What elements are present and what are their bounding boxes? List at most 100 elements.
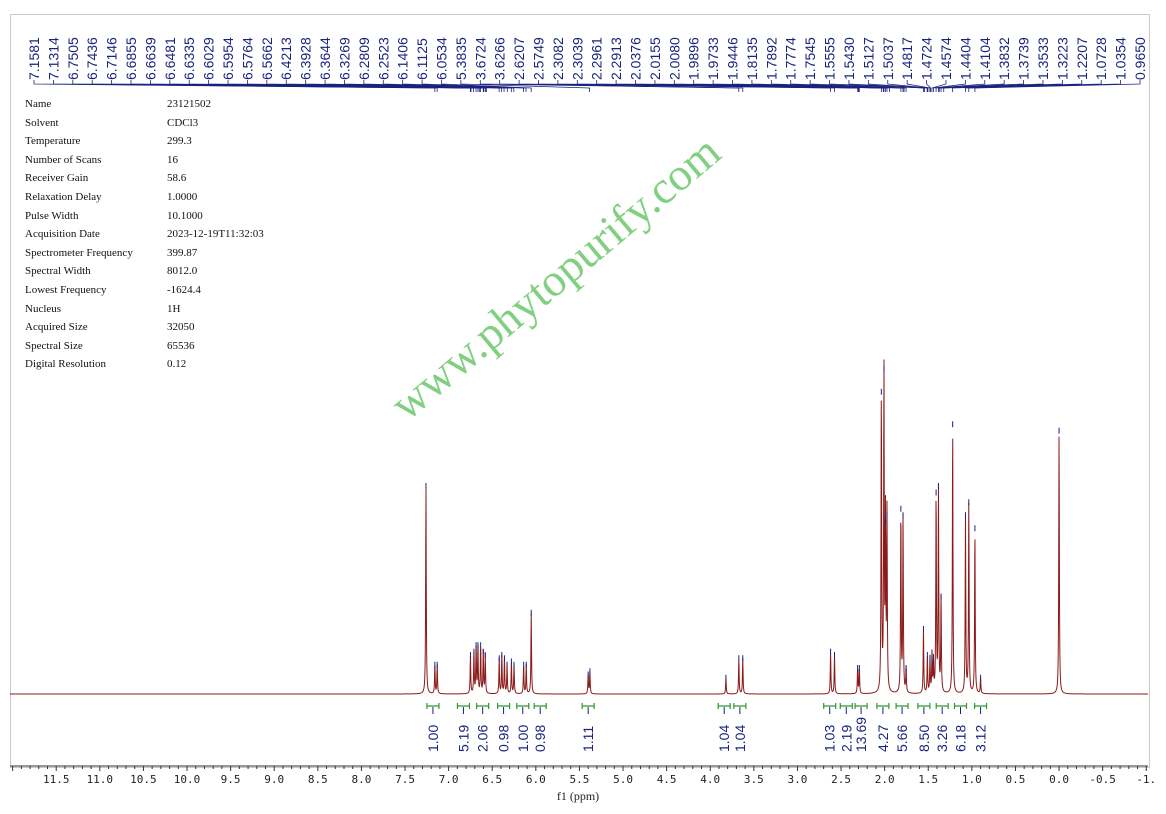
peak-label: 1.9733 xyxy=(705,37,721,80)
integral-value: 3.12 xyxy=(973,725,989,752)
x-tick-label: 11.5 xyxy=(43,773,70,786)
x-axis-label: f1 (ppm) xyxy=(557,789,599,803)
peak-label: 6.7436 xyxy=(84,37,100,80)
integral-bracket xyxy=(917,703,931,709)
peak-label: 6.0534 xyxy=(433,37,449,80)
peak-label: 6.4213 xyxy=(278,37,294,80)
param-row: Nucleus 1H xyxy=(25,303,264,322)
integral-bracket xyxy=(823,703,837,709)
plot-frame xyxy=(10,14,1150,768)
x-tick-label: -0.5 xyxy=(1089,773,1116,786)
peak-label: 1.9896 xyxy=(686,37,702,80)
integral-value: 5.19 xyxy=(455,725,471,752)
integral-bracket xyxy=(733,703,747,709)
x-tick-label: 8.0 xyxy=(351,773,371,786)
param-value: 65536 xyxy=(167,339,195,352)
integral-bracket xyxy=(581,703,595,709)
x-tick-label: 6.5 xyxy=(482,773,502,786)
peak-label: 7.1314 xyxy=(45,37,61,80)
peak-label: 1.0354 xyxy=(1113,37,1129,80)
param-key: Pulse Width xyxy=(25,209,79,222)
peak-label: 6.6029 xyxy=(201,37,217,80)
x-tick-label: 9.5 xyxy=(221,773,241,786)
x-tick-label: 9.0 xyxy=(264,773,284,786)
integral-bracket xyxy=(953,703,968,709)
peak-label-leader xyxy=(848,80,925,92)
param-row: Receiver Gain 58.6 xyxy=(25,172,264,191)
integral-bracket xyxy=(839,703,853,709)
peak-label-leader xyxy=(887,80,929,92)
peak-label: 6.3644 xyxy=(317,37,333,80)
peak-label: 1.4574 xyxy=(938,37,954,80)
peak-label-leader xyxy=(829,80,924,92)
param-row: Name 23121502 xyxy=(25,98,264,117)
peak-label: 1.3739 xyxy=(1016,37,1032,80)
peak-label: 2.5749 xyxy=(530,37,546,80)
spectrum-trace xyxy=(10,359,1148,695)
param-value: 0.12 xyxy=(167,358,187,371)
peak-label: 1.4817 xyxy=(899,37,915,80)
param-row: Acquired Size 32050 xyxy=(25,321,264,340)
peak-label: 3.6724 xyxy=(472,37,488,80)
param-value: -1624.4 xyxy=(167,283,201,296)
x-tick-label: 0.5 xyxy=(1006,773,1026,786)
x-tick-label: 7.5 xyxy=(395,773,415,786)
peak-label: 7.1581 xyxy=(26,37,42,80)
peak-label: 3.6266 xyxy=(492,37,508,80)
param-value: CDCl3 xyxy=(167,116,199,129)
param-value: 58.6 xyxy=(167,172,187,185)
param-value: 23121502 xyxy=(167,98,211,110)
param-row: Spectrometer Frequency 399.87 xyxy=(25,247,264,266)
param-value: 8012.0 xyxy=(167,265,198,278)
integral-value: 8.50 xyxy=(916,725,932,752)
integral-value: 0.98 xyxy=(532,725,548,752)
integral-value: 1.11 xyxy=(580,726,596,752)
peak-label: 2.0080 xyxy=(666,37,682,80)
param-key: Name xyxy=(25,98,52,110)
x-tick-label: 2.0 xyxy=(875,773,895,786)
peak-label: 6.2523 xyxy=(375,37,391,80)
x-tick-label: 4.5 xyxy=(657,773,677,786)
peak-label: 6.3269 xyxy=(336,37,352,80)
param-row: Digital Resolution 0.12 xyxy=(25,358,264,377)
integral-value: 1.04 xyxy=(732,725,748,752)
peak-label: 6.5954 xyxy=(220,37,236,80)
param-row: Spectral Width 8012.0 xyxy=(25,265,264,284)
peak-label-leader xyxy=(974,80,1141,92)
peak-label: 1.4404 xyxy=(957,37,973,80)
param-key: Nucleus xyxy=(25,302,62,315)
x-tick-label: 8.5 xyxy=(308,773,328,786)
integral-value: 6.18 xyxy=(953,725,969,752)
param-value: 1H xyxy=(167,302,181,315)
integral-bracket xyxy=(895,703,909,709)
x-tick-label: 10.5 xyxy=(130,773,157,786)
integral-bracket xyxy=(456,703,471,709)
param-row: Temperature 299.3 xyxy=(25,135,264,154)
peak-label: 1.7774 xyxy=(783,37,799,80)
peak-label: 6.1406 xyxy=(395,37,411,80)
integral-value: 2.19 xyxy=(838,725,854,752)
peak-label: 6.6855 xyxy=(123,37,139,80)
param-key: Lowest Frequency xyxy=(25,283,107,296)
param-row: Relaxation Delay 1.0000 xyxy=(25,191,264,210)
integral-value: 1.03 xyxy=(822,725,838,752)
peak-label-leader xyxy=(906,80,931,92)
peak-label-leader xyxy=(938,80,1024,92)
peak-label-leader xyxy=(931,80,947,92)
peak-label: 5.3835 xyxy=(453,37,469,80)
param-key: Spectral Size xyxy=(25,339,83,352)
param-row: Solvent CDCl3 xyxy=(25,117,264,136)
peak-label: 2.0376 xyxy=(628,37,644,80)
peak-label-leader xyxy=(790,80,905,92)
peak-label: 1.3832 xyxy=(996,37,1012,80)
param-value: 299.3 xyxy=(167,135,192,148)
param-key: Receiver Gain xyxy=(25,172,89,185)
x-tick-label: 1.0 xyxy=(962,773,982,786)
peak-label: 1.3533 xyxy=(1035,37,1051,80)
param-key: Acquisition Date xyxy=(25,228,100,241)
peak-label: 1.4104 xyxy=(977,37,993,80)
peak-label: 1.7545 xyxy=(802,37,818,80)
peak-label: 1.0728 xyxy=(1093,37,1109,80)
x-tick-label: 1.5 xyxy=(918,773,938,786)
peak-label: 6.6481 xyxy=(162,37,178,80)
